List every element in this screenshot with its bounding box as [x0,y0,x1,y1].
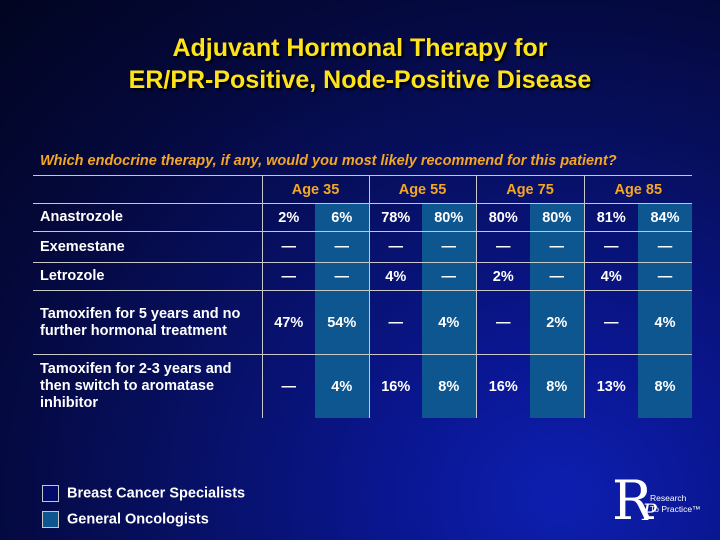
row-label: Exemestane [33,231,262,263]
value-cell: 4% [638,290,692,355]
logo-text-line-2: To Practice™ [650,504,701,514]
table-row: Tamoxifen for 5 years and no further hor… [33,290,692,355]
row-label: Letrozole [33,262,262,291]
table-row: Anastrozole 2% 6% 78% 80% 80% 80% 81% 84… [33,203,692,232]
value-cell: 81% [583,203,638,232]
slide-title: Adjuvant Hormonal Therapy for ER/PR-Posi… [0,32,720,96]
research-to-practice-logo: R P Research To Practice™ [612,469,712,533]
table-row: Exemestane — — — — — — — — [33,231,692,263]
survey-question: Which endocrine therapy, if any, would y… [40,153,617,169]
value-cell: 2% [475,262,530,291]
header-age-85: Age 85 [583,175,692,204]
value-cell: — [261,354,315,418]
value-cell: — [422,262,476,291]
value-cell: 4% [368,262,422,291]
value-cell: — [368,290,422,355]
value-cell: 2% [530,290,584,355]
row-label: Tamoxifen for 5 years and no further hor… [33,290,262,355]
legend-swatch-specialists [42,485,59,502]
legend-label-oncologists: General Oncologists [67,511,209,528]
value-cell: — [530,231,584,263]
value-cell: — [315,262,369,291]
row-label: Anastrozole [33,203,262,232]
header-blank-cell [33,175,262,204]
value-cell: — [638,231,692,263]
value-cell: — [368,231,422,263]
value-cell: 8% [422,354,476,418]
value-cell: — [583,290,638,355]
value-cell: 8% [530,354,584,418]
value-cell: — [530,262,584,291]
value-cell: 13% [583,354,638,418]
value-cell: 80% [422,203,476,232]
header-age-35: Age 35 [261,175,369,204]
value-cell: 78% [368,203,422,232]
logo-text-line-1: Research [650,493,687,503]
legend-item-specialists: Breast Cancer Specialists [42,485,245,502]
value-cell: 16% [475,354,530,418]
title-line-1: Adjuvant Hormonal Therapy for [172,34,548,62]
value-cell: — [638,262,692,291]
table-row: Letrozole — — 4% — 2% — 4% — [33,262,692,291]
value-cell: 47% [261,290,315,355]
legend-swatch-oncologists [42,511,59,528]
value-cell: 4% [422,290,476,355]
value-cell: 2% [261,203,315,232]
value-cell: — [261,262,315,291]
value-cell: — [475,290,530,355]
value-cell: 16% [368,354,422,418]
legend-item-oncologists: General Oncologists [42,511,209,528]
value-cell: 54% [315,290,369,355]
value-cell: 80% [530,203,584,232]
table-row: Tamoxifen for 2-3 years and then switch … [33,354,692,418]
value-cell: — [261,231,315,263]
legend-label-specialists: Breast Cancer Specialists [67,485,246,502]
value-cell: — [475,231,530,263]
value-cell: — [583,231,638,263]
value-cell: — [315,231,369,263]
value-cell: — [422,231,476,263]
value-cell: 8% [638,354,692,418]
header-row: Age 35 Age 55 Age 75 Age 85 [33,175,692,204]
value-cell: 84% [638,203,692,232]
value-cell: 4% [315,354,369,418]
row-label: Tamoxifen for 2-3 years and then switch … [40,361,232,411]
logo-letter-r: R [612,469,653,532]
title-line-2: ER/PR-Positive, Node-Positive Disease [128,66,592,94]
value-cell: 6% [315,203,369,232]
header-age-75: Age 75 [475,175,584,204]
value-cell: 80% [475,203,530,232]
header-age-55: Age 55 [368,175,476,204]
value-cell: 4% [583,262,638,291]
results-table: Age 35 Age 55 Age 75 Age 85 Anastrozole … [33,175,692,418]
logo-letter-p: P [642,501,657,526]
